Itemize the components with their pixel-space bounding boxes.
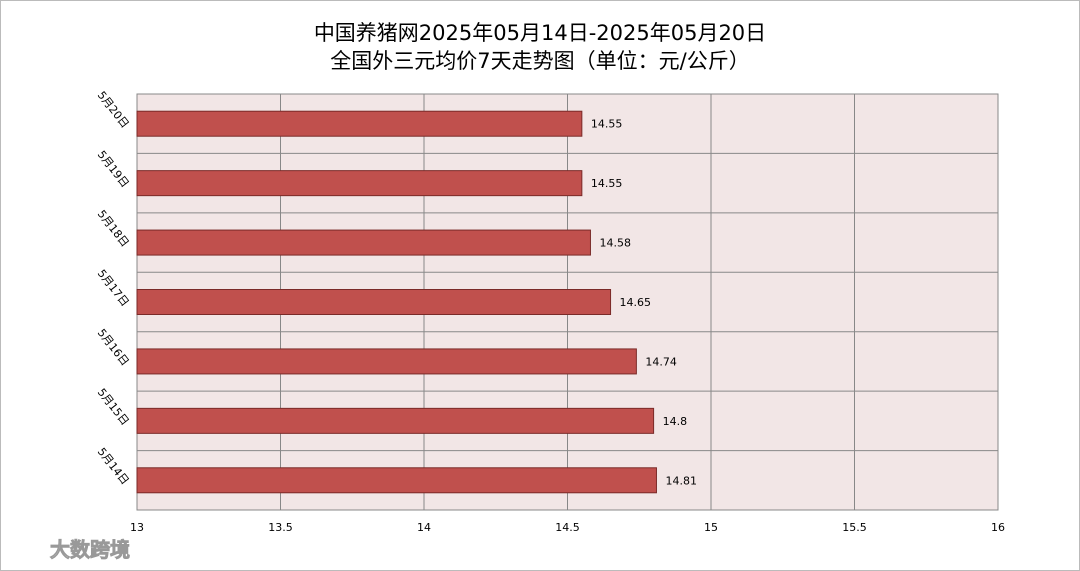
bar (136, 289, 612, 315)
x-tick-label: 16 (991, 521, 1005, 534)
value-label: 14.55 (591, 177, 623, 190)
x-tick-label: 15.5 (842, 521, 867, 534)
x-tick-label: 13 (130, 521, 144, 534)
chart-title: 中国养猪网2025年05月14日-2025年05月20日 (314, 21, 766, 45)
bar (136, 348, 637, 375)
value-label: 14.58 (599, 237, 631, 250)
value-label: 14.81 (665, 474, 697, 487)
value-label: 14.55 (591, 118, 623, 131)
x-tick-label: 14 (417, 521, 431, 534)
bar (136, 229, 591, 256)
bar (136, 110, 583, 137)
value-label: 14.65 (620, 296, 652, 309)
bar (136, 407, 655, 434)
x-tick-label: 14.5 (555, 521, 580, 534)
watermark: 大数跨境 (50, 538, 130, 562)
chart-subtitle: 全国外三元均价7天走势图（单位：元/公斤） (330, 49, 749, 73)
value-label: 14.8 (663, 415, 688, 428)
bar (136, 170, 583, 197)
x-tick-label: 15 (704, 521, 718, 534)
bar (136, 467, 657, 494)
x-tick-label: 13.5 (268, 521, 293, 534)
value-label: 14.74 (645, 355, 677, 368)
